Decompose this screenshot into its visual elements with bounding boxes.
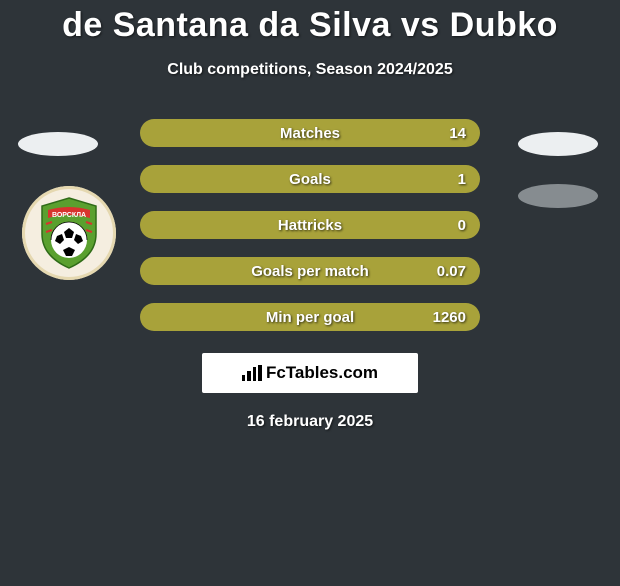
page-title: de Santana da Silva vs Dubko — [0, 6, 620, 45]
date-text: 16 february 2025 — [0, 413, 620, 431]
page-subtitle: Club competitions, Season 2024/2025 — [0, 61, 620, 79]
stat-value: 14 — [449, 125, 466, 142]
stat-value: 1 — [458, 171, 466, 188]
stat-row-matches: Matches 14 — [140, 119, 480, 147]
chart-bars-icon — [242, 365, 262, 381]
stat-row-hattricks: Hattricks 0 — [140, 211, 480, 239]
stat-bar: Matches 14 — [140, 119, 480, 147]
stat-bar: Hattricks 0 — [140, 211, 480, 239]
brand-text: FcTables.com — [266, 363, 378, 383]
stat-row-goals: Goals 1 — [140, 165, 480, 193]
stat-row-goals-per-match: Goals per match 0.07 — [140, 257, 480, 285]
stat-bar: Goals 1 — [140, 165, 480, 193]
stat-row-min-per-goal: Min per goal 1260 — [140, 303, 480, 331]
stat-value: 0.07 — [437, 263, 466, 280]
stat-label: Goals — [289, 171, 331, 188]
stat-bar: Goals per match 0.07 — [140, 257, 480, 285]
stat-bar: Min per goal 1260 — [140, 303, 480, 331]
stats-container: Matches 14 Goals 1 Hattricks 0 Goals per… — [0, 119, 620, 331]
stat-label: Hattricks — [278, 217, 342, 234]
stat-value: 0 — [458, 217, 466, 234]
brand-badge[interactable]: FcTables.com — [202, 353, 418, 393]
stat-label: Min per goal — [266, 309, 354, 326]
stat-value: 1260 — [433, 309, 466, 326]
stat-label: Goals per match — [251, 263, 369, 280]
stat-label: Matches — [280, 125, 340, 142]
